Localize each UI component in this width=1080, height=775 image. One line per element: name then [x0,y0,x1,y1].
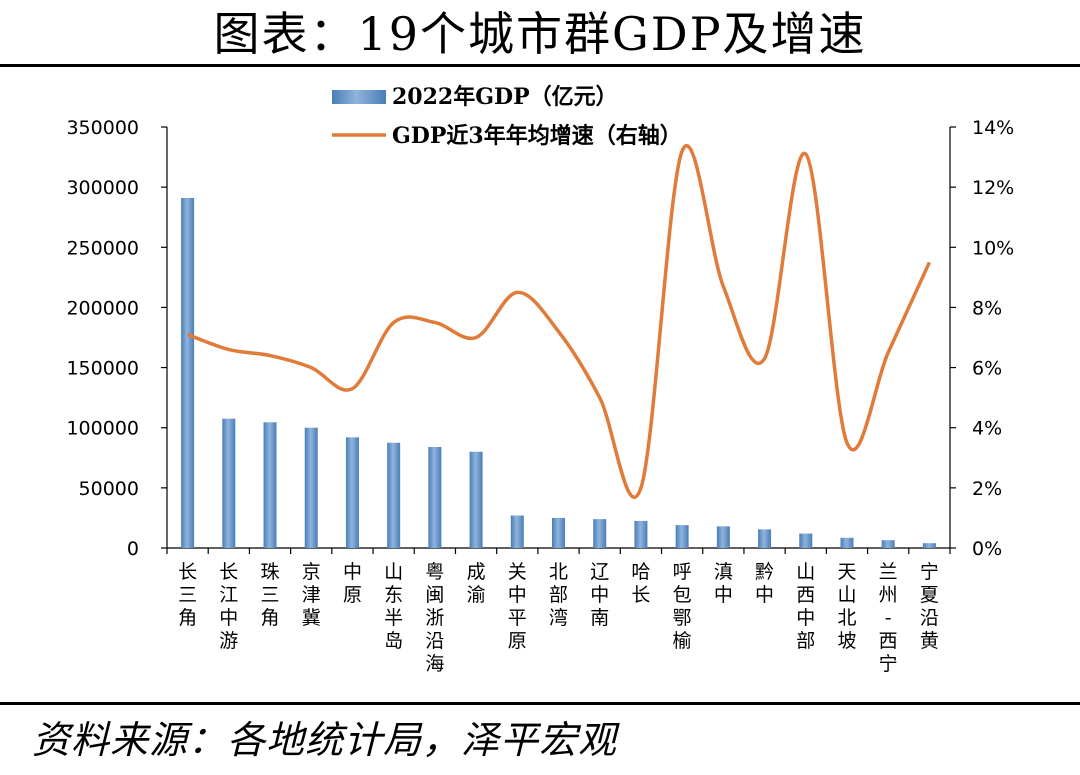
gdp-bar [922,543,936,548]
gdp-bar [675,525,689,548]
title-divider [0,64,1080,67]
gdp-bar [510,515,524,548]
growth-line-path [186,144,931,499]
right-tick-label: 12% [972,177,1014,199]
gdp-bar [552,517,565,548]
gdp-bar [304,427,318,548]
gdp-bars [181,197,936,548]
right-tick-label: 6% [972,358,1002,380]
left-tick-label: 150000 [66,358,139,380]
category-label: 中原 [343,561,362,606]
legend-bar-label: 2022年GDP（亿元） [392,84,618,110]
right-y-axis: 0% 2% 4% 6% 8% 10% 12% 14% [949,117,1014,560]
gdp-bar [263,422,277,548]
category-label: 黔中 [755,561,774,606]
category-label: 山东半岛 [384,561,403,652]
gdp-growth-chart: 0 50000 100000 150000 200000 250000 300000 3500… [66,84,1014,675]
category-label: 呼包鄂榆 [673,561,692,652]
gdp-bar [387,442,401,548]
gdp-bar [469,451,483,548]
gdp-bar [840,537,854,548]
category-label: 哈长 [631,561,650,606]
right-tick-label: 10% [972,237,1014,259]
left-tick-label: 50000 [79,478,139,500]
legend-bar-swatch [332,90,386,104]
category-label: 兰州-西宁 [879,561,898,675]
page-title: 图表：19个城市群GDP及增速 [213,7,867,61]
right-tick-label: 0% [972,538,1002,560]
category-label: 长江中游 [219,561,238,652]
gdp-bar [181,197,195,548]
gdp-bar [799,533,813,548]
category-label: 珠三角 [261,561,280,629]
gdp-bar [222,418,236,548]
source-note: 资料来源：各地统计局，泽平宏观 [32,718,618,762]
legend-line-label: GDP近3年年均增速（右轴） [392,123,682,149]
category-label: 关中平原 [508,561,527,652]
gdp-bar [428,446,442,548]
category-label: 京津冀 [302,561,321,629]
category-label: 天山北坡 [837,561,856,652]
left-tick-label: 0 [127,538,139,560]
legend: 2022年GDP（亿元） GDP近3年年均增速（右轴） [332,84,682,149]
left-tick-label: 250000 [66,237,139,259]
left-tick-label: 300000 [66,177,139,199]
category-label: 粤闽浙沿海 [425,561,444,675]
category-label: 山西中部 [796,561,815,652]
right-tick-label: 14% [972,117,1014,139]
gdp-bar [758,529,772,548]
left-tick-label: 100000 [66,418,139,440]
category-label: 滇中 [714,561,733,606]
right-tick-label: 8% [972,297,1002,319]
left-tick-label: 350000 [66,117,139,139]
right-tick-label: 4% [972,418,1002,440]
left-tick-label: 200000 [66,297,139,319]
growth-line [186,144,931,499]
gdp-bar [593,519,607,548]
right-tick-label: 2% [972,478,1002,500]
category-label: 宁夏沿黄 [920,561,939,652]
left-y-axis: 0 50000 100000 150000 200000 250000 300000 3500… [66,117,168,560]
footer-divider [0,702,1080,705]
gdp-bar [634,520,648,548]
gdp-bar [345,437,359,548]
category-label: 辽中南 [590,561,609,629]
gdp-bar [716,526,730,548]
category-label: 成渝 [467,561,486,606]
gdp-bar [881,540,895,548]
category-label: 长三角 [178,561,197,629]
x-axis: 长三角 长江中游 珠三角 京津冀 中原 山东半岛 粤闽浙沿海 成渝 关中平原 北部湾 辽中南 哈长呼包… [166,547,951,675]
category-label: 北部湾 [549,561,568,629]
